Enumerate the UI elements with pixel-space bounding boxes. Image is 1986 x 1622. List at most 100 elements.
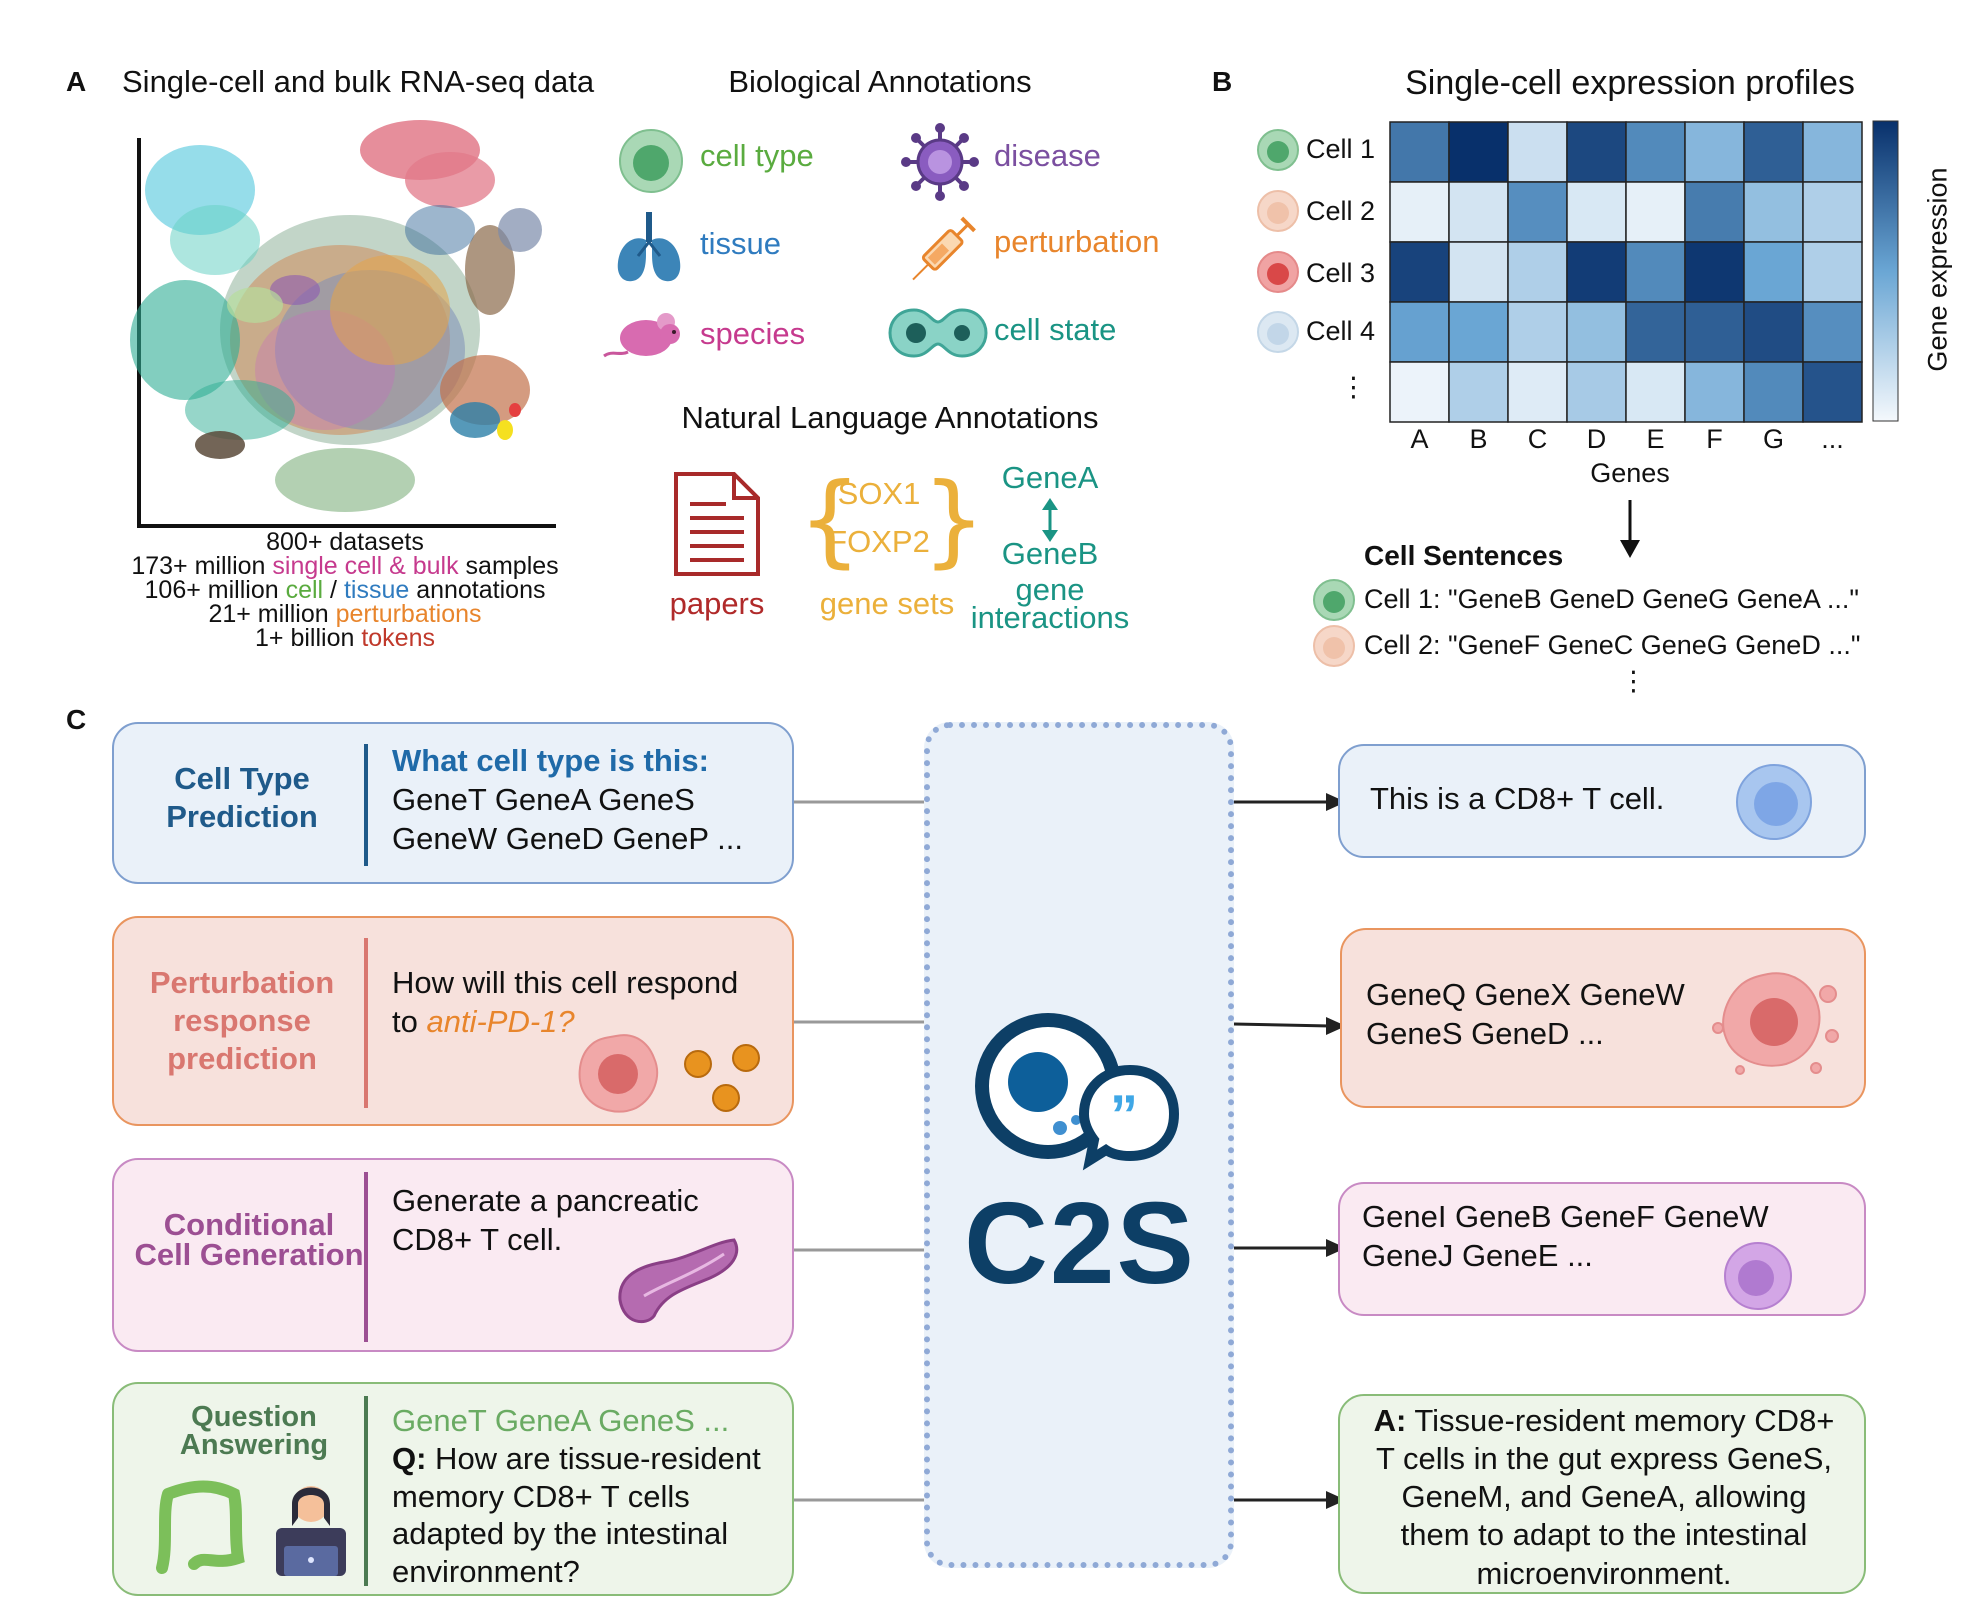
heatmap-cell	[1625, 361, 1686, 423]
heatmap-cell	[1566, 181, 1627, 243]
gene-column-label: D	[1586, 424, 1607, 454]
generated-cell-icon	[1724, 1242, 1792, 1310]
qa-divider	[364, 1396, 368, 1586]
dataset-stats: 800+ datasets 173+ million single cell &…	[120, 528, 570, 651]
down-arrow-icon	[1620, 500, 1640, 558]
heatmap-cell	[1802, 301, 1863, 363]
gene-column-label: ...	[1821, 424, 1844, 454]
cell-sentence-2: Cell 2: "GeneF GeneC GeneG GeneD ..."	[1364, 630, 1861, 660]
heatmap-cell	[1802, 121, 1863, 183]
more-sentences: ⋮	[1620, 666, 1647, 696]
panel-c-letter: C	[66, 704, 87, 735]
generation-prompt: Generate a pancreatic CD8+ T cell.	[392, 1183, 699, 1257]
cell-type-input-text: What cell type is this: GeneT GeneA Gene…	[392, 742, 772, 858]
row-label-cell-1: Cell 1	[1306, 134, 1376, 164]
t-cell-icon	[1736, 764, 1812, 840]
umap-scatter	[130, 120, 556, 528]
cell-state-icon	[888, 308, 988, 358]
perturbation-question: How will this cell respond to	[392, 965, 739, 1039]
panel-a-title: Single-cell and bulk RNA-seq data	[122, 64, 595, 99]
heatmap-cell	[1743, 121, 1804, 183]
gene-column-label: E	[1646, 424, 1665, 454]
stats-datasets: 800+ datasets	[266, 528, 424, 556]
generation-divider	[364, 1172, 368, 1342]
bio-tissue: tissue	[700, 226, 781, 261]
row-label-cell-4: Cell 4	[1306, 316, 1376, 346]
c2s-logo-text: C2S	[964, 1178, 1196, 1308]
gene-column-label: G	[1762, 424, 1784, 454]
cell-type-output-text: This is a CD8+ T cell.	[1370, 781, 1665, 816]
heatmap-cell	[1389, 241, 1450, 303]
heatmap-cell	[1684, 361, 1745, 423]
qa-genes: GeneT GeneA GeneS ...	[392, 1403, 730, 1438]
row-label-more: ⋮	[1340, 372, 1367, 402]
stats-samples: 173+ million single cell & bulk samples	[131, 552, 559, 580]
generation-input-card: Conditional Cell Generation Generate a p…	[112, 1158, 794, 1352]
cell-type-question: What cell type is this:	[392, 743, 709, 778]
qa-input-text: GeneT GeneA GeneS ... Q: How are tissue-…	[392, 1402, 782, 1591]
cell-type-output-card: This is a CD8+ T cell.	[1338, 744, 1866, 858]
stats-annotations: 106+ million cell / tissue annotations	[144, 576, 546, 604]
gene-column-label: F	[1706, 424, 1723, 454]
heatmap-cell	[1743, 181, 1804, 243]
perturbation-output-text: GeneQ GeneX GeneW GeneS GeneD ...	[1366, 977, 1685, 1051]
qa-question: Q: How are tissue-resident memory CD8+ T…	[392, 1440, 761, 1590]
gene-sets-label: gene sets	[819, 586, 955, 621]
perturbation-task-label: Perturbation response prediction	[149, 965, 335, 1076]
mouse-icon	[603, 313, 680, 358]
intestine-and-researcher-icon	[156, 1480, 346, 1576]
generation-output-card: GeneI GeneB GeneF GeneW GeneJ GeneE ...	[1338, 1182, 1866, 1316]
heatmap-cell	[1802, 361, 1863, 423]
gene-column-label: B	[1469, 424, 1488, 454]
papers-label: papers	[669, 586, 765, 621]
generation-task-label: Conditional Cell Generation	[134, 1207, 364, 1273]
bio-cell-state: cell state	[994, 312, 1117, 347]
bio-cell-type: cell type	[700, 138, 814, 173]
cell-3-icon	[1257, 251, 1299, 293]
perturbation-output-card: GeneQ GeneX GeneW GeneS GeneD ...	[1340, 928, 1866, 1108]
perturbation-divider	[364, 938, 368, 1108]
row-label-cell-2: Cell 2	[1306, 196, 1376, 226]
tumor-cell-and-drug-icon	[578, 1034, 760, 1113]
heatmap-cell	[1507, 121, 1568, 183]
generation-output-text: GeneI GeneB GeneF GeneW GeneJ GeneE ...	[1362, 1199, 1769, 1273]
heatmap-cell	[1507, 181, 1568, 243]
heatmap-cell	[1448, 301, 1509, 363]
pancreas-icon	[618, 1238, 739, 1324]
c2s-logo-icon: ”	[975, 1013, 1180, 1171]
panel-b-letter: B	[1212, 66, 1233, 97]
cell-sentence-1: Cell 1: "GeneB GeneD GeneG GeneA ..."	[1364, 584, 1859, 614]
perturbation-input-card: Perturbation response prediction How wil…	[112, 916, 794, 1126]
heatmap-cell	[1566, 361, 1627, 423]
heatmap-cell	[1389, 181, 1450, 243]
heatmap-cell	[1802, 181, 1863, 243]
gene-set-right-brace-icon: }	[922, 461, 986, 578]
double-arrow-icon	[1042, 498, 1058, 542]
gene-interactions-label: gene interactions	[970, 572, 1130, 635]
heatmap-cell	[1389, 361, 1450, 423]
qa-input-card: Question Answering GeneT GeneA GeneS ...…	[112, 1382, 794, 1596]
perturbation-input-text: How will this cell respond to anti-PD-1?	[392, 964, 772, 1042]
cell-type-task-label: Cell Type Prediction	[166, 761, 318, 834]
sentence-cell-2-icon	[1313, 625, 1355, 667]
disease-icon	[901, 123, 979, 201]
heatmap-cell	[1743, 361, 1804, 423]
heatmap-cell	[1389, 301, 1450, 363]
perturbed-cell-icon	[1712, 972, 1839, 1075]
cell-type-divider	[364, 744, 368, 866]
heatmap-cell	[1389, 121, 1450, 183]
heatmap-cell	[1625, 121, 1686, 183]
papers-icon	[674, 472, 760, 576]
colorbar	[1872, 120, 1899, 422]
syringe-icon	[912, 216, 976, 281]
qa-output-card: A: Tissue-resident memory CD8+ T cells i…	[1338, 1394, 1866, 1594]
cell-dots	[1257, 129, 1299, 353]
gene-set-foxp2: FOXP2	[828, 524, 930, 559]
bio-annotations-title: Biological Annotations	[728, 64, 1032, 99]
gene-column-label: A	[1410, 424, 1429, 454]
cell-sentences-title: Cell Sentences	[1364, 540, 1564, 571]
expression-heatmap	[1389, 121, 1863, 423]
gene-b-label: GeneB	[1001, 536, 1099, 571]
